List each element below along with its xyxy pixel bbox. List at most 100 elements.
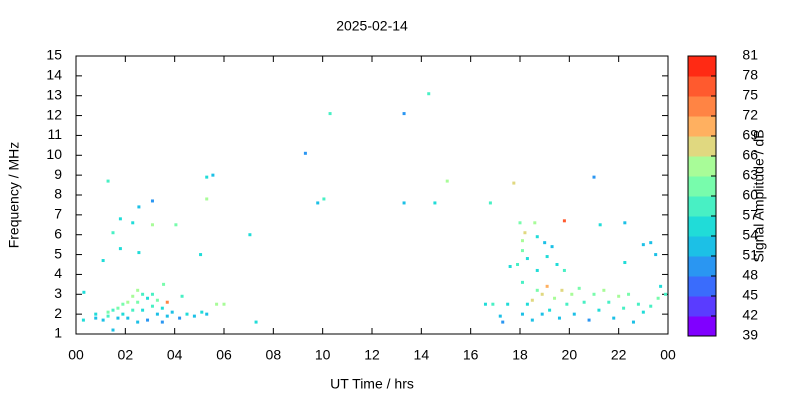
colorbar-label: Signal Amplitude / dB	[751, 129, 767, 262]
signal-point	[530, 318, 534, 322]
colorbar-tick-label: 60	[742, 187, 758, 203]
colorbar-tick-label: 54	[742, 227, 758, 243]
signal-point	[160, 306, 164, 310]
signal-point	[111, 231, 115, 235]
signal-point	[506, 302, 510, 306]
signal-point	[106, 310, 110, 314]
signal-point	[116, 306, 120, 310]
signal-point	[520, 280, 524, 284]
signal-point	[623, 221, 627, 225]
signal-point	[535, 268, 539, 272]
signal-point	[577, 286, 581, 290]
signal-point	[598, 223, 602, 227]
signal-point	[553, 296, 557, 300]
signal-point	[150, 292, 154, 296]
signal-point	[146, 318, 150, 322]
signal-point	[94, 312, 98, 316]
colorbar-segment	[688, 236, 716, 257]
signal-point	[192, 314, 196, 318]
signal-point	[623, 261, 627, 265]
x-axis-label: UT Time / hrs	[330, 376, 414, 392]
signal-point	[205, 312, 209, 316]
colorbar-segment	[688, 296, 716, 317]
signal-point	[530, 298, 534, 302]
signal-point	[565, 302, 569, 306]
signal-point	[535, 235, 539, 239]
x-tick-label: 20	[562, 347, 578, 363]
x-tick-label: 22	[611, 347, 627, 363]
y-tick-label: 12	[46, 106, 62, 122]
y-tick-label: 13	[46, 86, 62, 102]
signal-point	[659, 284, 663, 288]
colorbar-segment	[688, 156, 716, 177]
signal-point	[582, 300, 586, 304]
y-tick-label: 7	[54, 206, 62, 222]
y-tick-label: 2	[54, 305, 62, 321]
signal-point	[150, 223, 154, 227]
signal-point	[82, 290, 86, 294]
signal-point	[402, 201, 406, 205]
colorbar-segment	[688, 136, 716, 157]
signal-point	[185, 312, 189, 316]
signal-point	[545, 255, 549, 259]
signal-point	[165, 300, 169, 304]
y-tick-label: 3	[54, 285, 62, 301]
y-tick-label: 15	[46, 47, 62, 63]
colorbar-segment	[688, 316, 716, 337]
signal-point	[141, 308, 145, 312]
signal-point	[516, 263, 520, 266]
signal-point	[622, 306, 626, 310]
signal-point	[136, 288, 140, 292]
signal-point	[101, 318, 105, 322]
signal-point	[445, 179, 449, 183]
signal-point	[118, 217, 122, 221]
signal-point	[150, 199, 154, 203]
signal-point	[520, 249, 524, 253]
x-tick-label: 04	[167, 347, 183, 363]
x-tick-label: 08	[266, 347, 282, 363]
signal-point	[165, 314, 169, 318]
signal-point	[131, 308, 135, 312]
signal-point	[501, 320, 505, 324]
signal-point	[491, 302, 495, 306]
signal-point	[155, 312, 159, 316]
signal-point	[525, 257, 529, 261]
signal-point	[641, 310, 645, 314]
y-tick-label: 1	[54, 325, 62, 341]
signal-point	[136, 320, 140, 324]
signal-point	[199, 253, 203, 257]
signal-point	[126, 316, 130, 320]
signal-point	[131, 221, 135, 225]
signal-point	[427, 92, 431, 96]
x-tick-label: 02	[118, 347, 134, 363]
signal-point	[518, 221, 522, 225]
signal-point	[654, 253, 658, 257]
signal-point	[136, 300, 140, 304]
y-tick-label: 9	[54, 166, 62, 182]
x-tick-label: 18	[512, 347, 528, 363]
signal-point	[174, 223, 178, 227]
signal-point	[535, 288, 539, 292]
colorbar-tick-label: 69	[742, 127, 758, 143]
signal-point	[118, 247, 122, 251]
signal-point	[627, 292, 631, 296]
signal-point	[160, 320, 164, 324]
signal-point	[540, 312, 544, 316]
signal-point	[656, 296, 660, 300]
y-tick-label: 14	[46, 67, 62, 83]
signal-point	[523, 231, 527, 235]
colorbar-tick-label: 48	[742, 267, 758, 283]
signal-point	[545, 284, 549, 288]
signal-point	[170, 310, 174, 314]
signal-point	[649, 304, 653, 308]
signal-point	[592, 175, 596, 179]
colorbar-tick-label: 57	[742, 207, 758, 223]
x-tick-label: 12	[364, 347, 380, 363]
y-tick-label: 5	[54, 245, 62, 261]
colorbar-tick-label: 72	[742, 107, 758, 123]
signal-point	[205, 175, 209, 179]
signal-point	[111, 308, 115, 312]
colorbar-segment	[688, 96, 716, 117]
signal-point	[162, 282, 166, 286]
chart-title: 2025-02-14	[336, 18, 408, 34]
